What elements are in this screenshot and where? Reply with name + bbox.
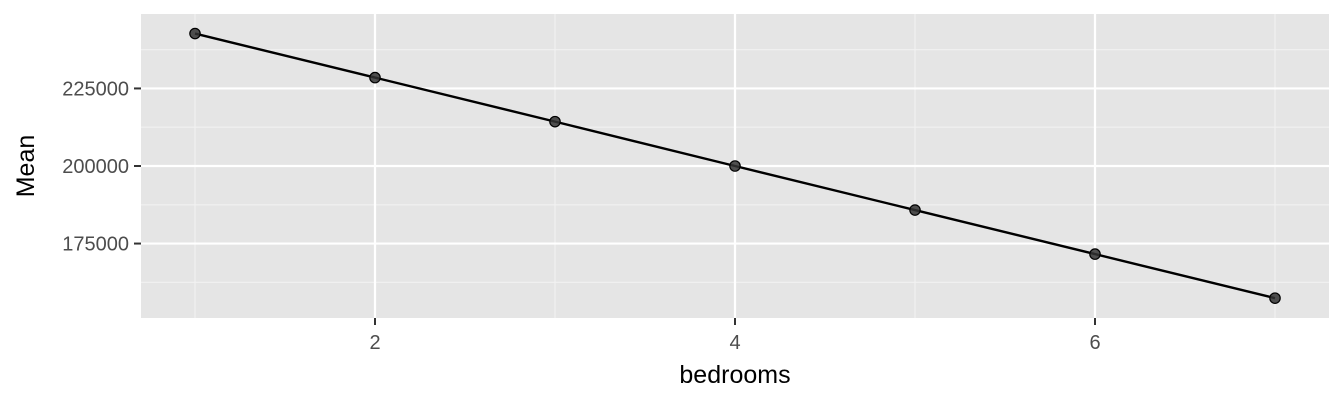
y-tick-label: 225000: [62, 78, 129, 100]
data-point: [1269, 292, 1281, 304]
y-axis: 175000 200000 225000: [62, 78, 141, 256]
data-point: [189, 27, 201, 40]
x-axis: 2 4 6: [369, 318, 1101, 354]
x-axis-title: bedrooms: [679, 361, 790, 389]
y-axis-title: Mean: [12, 135, 40, 198]
data-point: [549, 115, 561, 128]
y-tick-label: 175000: [62, 234, 129, 256]
x-tick-label: 2: [369, 332, 380, 354]
data-point: [369, 71, 381, 84]
series-layer: [189, 27, 1281, 304]
data-point: [909, 204, 921, 216]
data-point: [729, 160, 741, 172]
x-tick-label: 4: [729, 332, 740, 354]
x-tick-label: 6: [1089, 332, 1100, 354]
y-tick-label: 200000: [62, 156, 129, 178]
data-point: [1089, 248, 1101, 260]
